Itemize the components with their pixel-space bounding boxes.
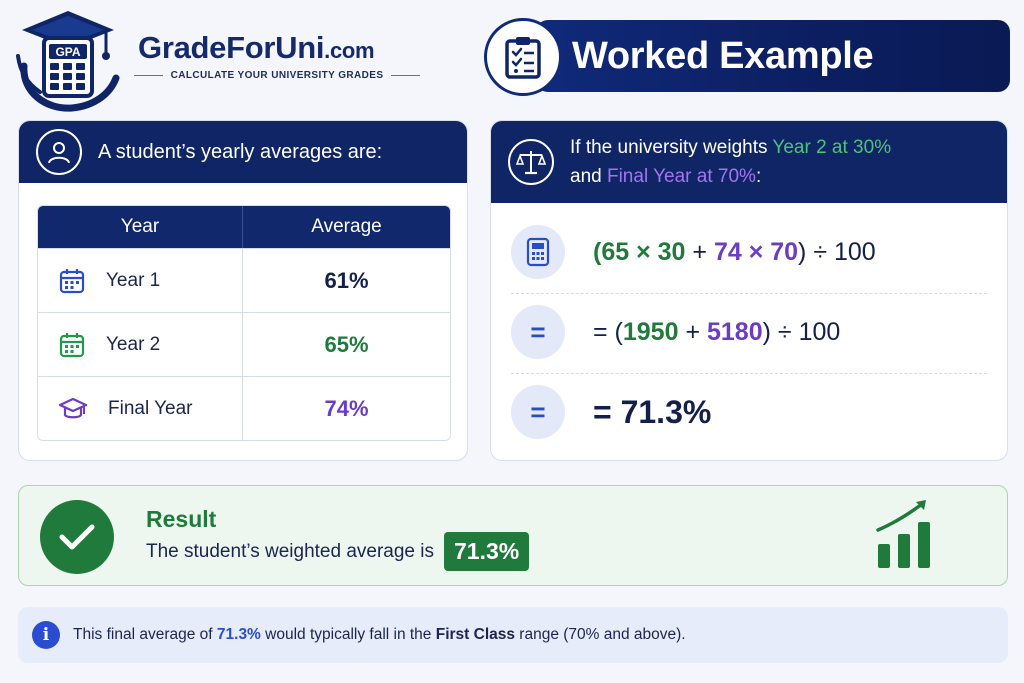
row-label-year-2: Year 2 [106,333,161,355]
brand-name-text: GradeForUni [138,30,325,65]
calculation-header: If the university weights Year 2 at 30% … [491,121,1007,203]
step1-open: ( [593,237,602,266]
calculation-step-3: = = 71.3% [511,385,987,439]
weights-year2: Year 2 at 30% [772,137,892,158]
graduation-cap-icon [58,397,88,418]
calculator-icon [511,225,565,279]
calculation-step-3-text: = 71.3% [593,393,712,430]
divider [511,373,987,374]
brand-domain: .com [324,38,375,63]
column-header-average: Average [311,216,382,237]
graduation-cap-calculator-icon: GPA [16,11,120,112]
worked-example-banner [536,20,1010,92]
step2-year2-product: 1950 [622,317,679,346]
calculation-step-2-text: = (1950 + 5180) ÷ 100 [593,318,840,347]
info-part3: range (70% and above). [515,626,686,643]
calculation-card: If the university weights Year 2 at 30% … [490,120,1008,461]
brand-logo: GPA [14,8,122,112]
info-part2: would typically fall in the [260,626,436,643]
yearly-averages-heading: A student’s yearly averages are: [98,140,383,163]
equals-icon: = [511,385,565,439]
info-part1: This final average of [73,626,217,643]
weights-description: If the university weights Year 2 at 30% … [570,133,891,191]
brand-tagline: CALCULATE YOUR UNIVERSITY GRADES [134,70,421,81]
calculation-step-2: = = (1950 + 5180) ÷ 100 [511,305,987,359]
weights-line2-suffix: : [755,166,762,187]
tagline-text: CALCULATE YOUR UNIVERSITY GRADES [170,70,384,81]
step2-plus: + [678,317,707,346]
step2-final-product: 5180 [707,317,763,346]
row-value-year-2: 65% [324,331,369,357]
equals-glyph: = [530,397,546,427]
user-icon [36,129,82,175]
equals-glyph: = [530,317,546,347]
info-average: 71.3% [216,626,261,643]
equals-icon: = [511,305,565,359]
row-value-final-year: 74% [324,395,369,421]
table-row: Year 1 61% [38,248,450,312]
row-value-year-1: 61% [324,267,369,293]
growth-chart-icon [874,498,938,572]
banner-title: Worked Example [572,35,874,77]
step2-divide: ) ÷ 100 [762,317,841,346]
yearly-averages-header: A student’s yearly averages are: [19,121,467,183]
weights-line1-prefix: If the university weights [570,137,773,158]
balance-scale-icon [508,139,554,185]
table-row: Final Year 74% [38,376,450,440]
clipboard-checklist-icon [505,37,541,79]
row-label-year-1: Year 1 [106,269,161,291]
info-icon: i [32,621,60,649]
weights-line2-prefix: and [570,166,607,187]
calculation-step-1-text: (65 × 30 + 74 × 70) ÷ 100 [593,238,876,267]
divider [511,293,987,294]
calculation-step-1: (65 × 30 + 74 × 70) ÷ 100 [511,225,987,279]
table-row: Year 2 65% [38,312,450,376]
weights-final-year: Final Year at 70% [606,166,756,187]
step2-open: = ( [593,317,623,346]
result-line: The student’s weighted average is 71.3% [146,532,530,571]
calendar-icon [59,268,85,293]
tagline-rule-right [391,74,421,77]
result-title: Result [146,506,217,532]
column-header-year: Year [38,206,243,248]
info-text: This final average of 71.3% would typica… [73,626,686,644]
check-icon [40,500,114,574]
info-class-name: First Class [435,626,515,643]
logo-text: GPA [55,45,80,59]
step1-year2-term: 65 × 30 [601,237,686,266]
step1-final-term: 74 × 70 [713,237,799,266]
banner-icon-badge [484,18,562,96]
step1-divide: ) ÷ 100 [798,237,876,266]
table-header-row: Year Average [38,206,450,248]
brand-name[interactable]: GradeForUni.com [138,30,375,66]
row-label-final-year: Final Year [108,397,193,419]
result-text: The student’s weighted average is [146,540,434,562]
info-banner: i This final average of 71.3% would typi… [18,607,1008,663]
tagline-rule-left [134,74,163,77]
calendar-icon [59,332,85,357]
yearly-averages-table: Year Average Year 1 61% [37,205,451,441]
yearly-averages-card: A student’s yearly averages are: Year Av… [18,120,468,461]
step1-plus: + [685,237,714,266]
result-value-badge: 71.3% [444,532,530,571]
